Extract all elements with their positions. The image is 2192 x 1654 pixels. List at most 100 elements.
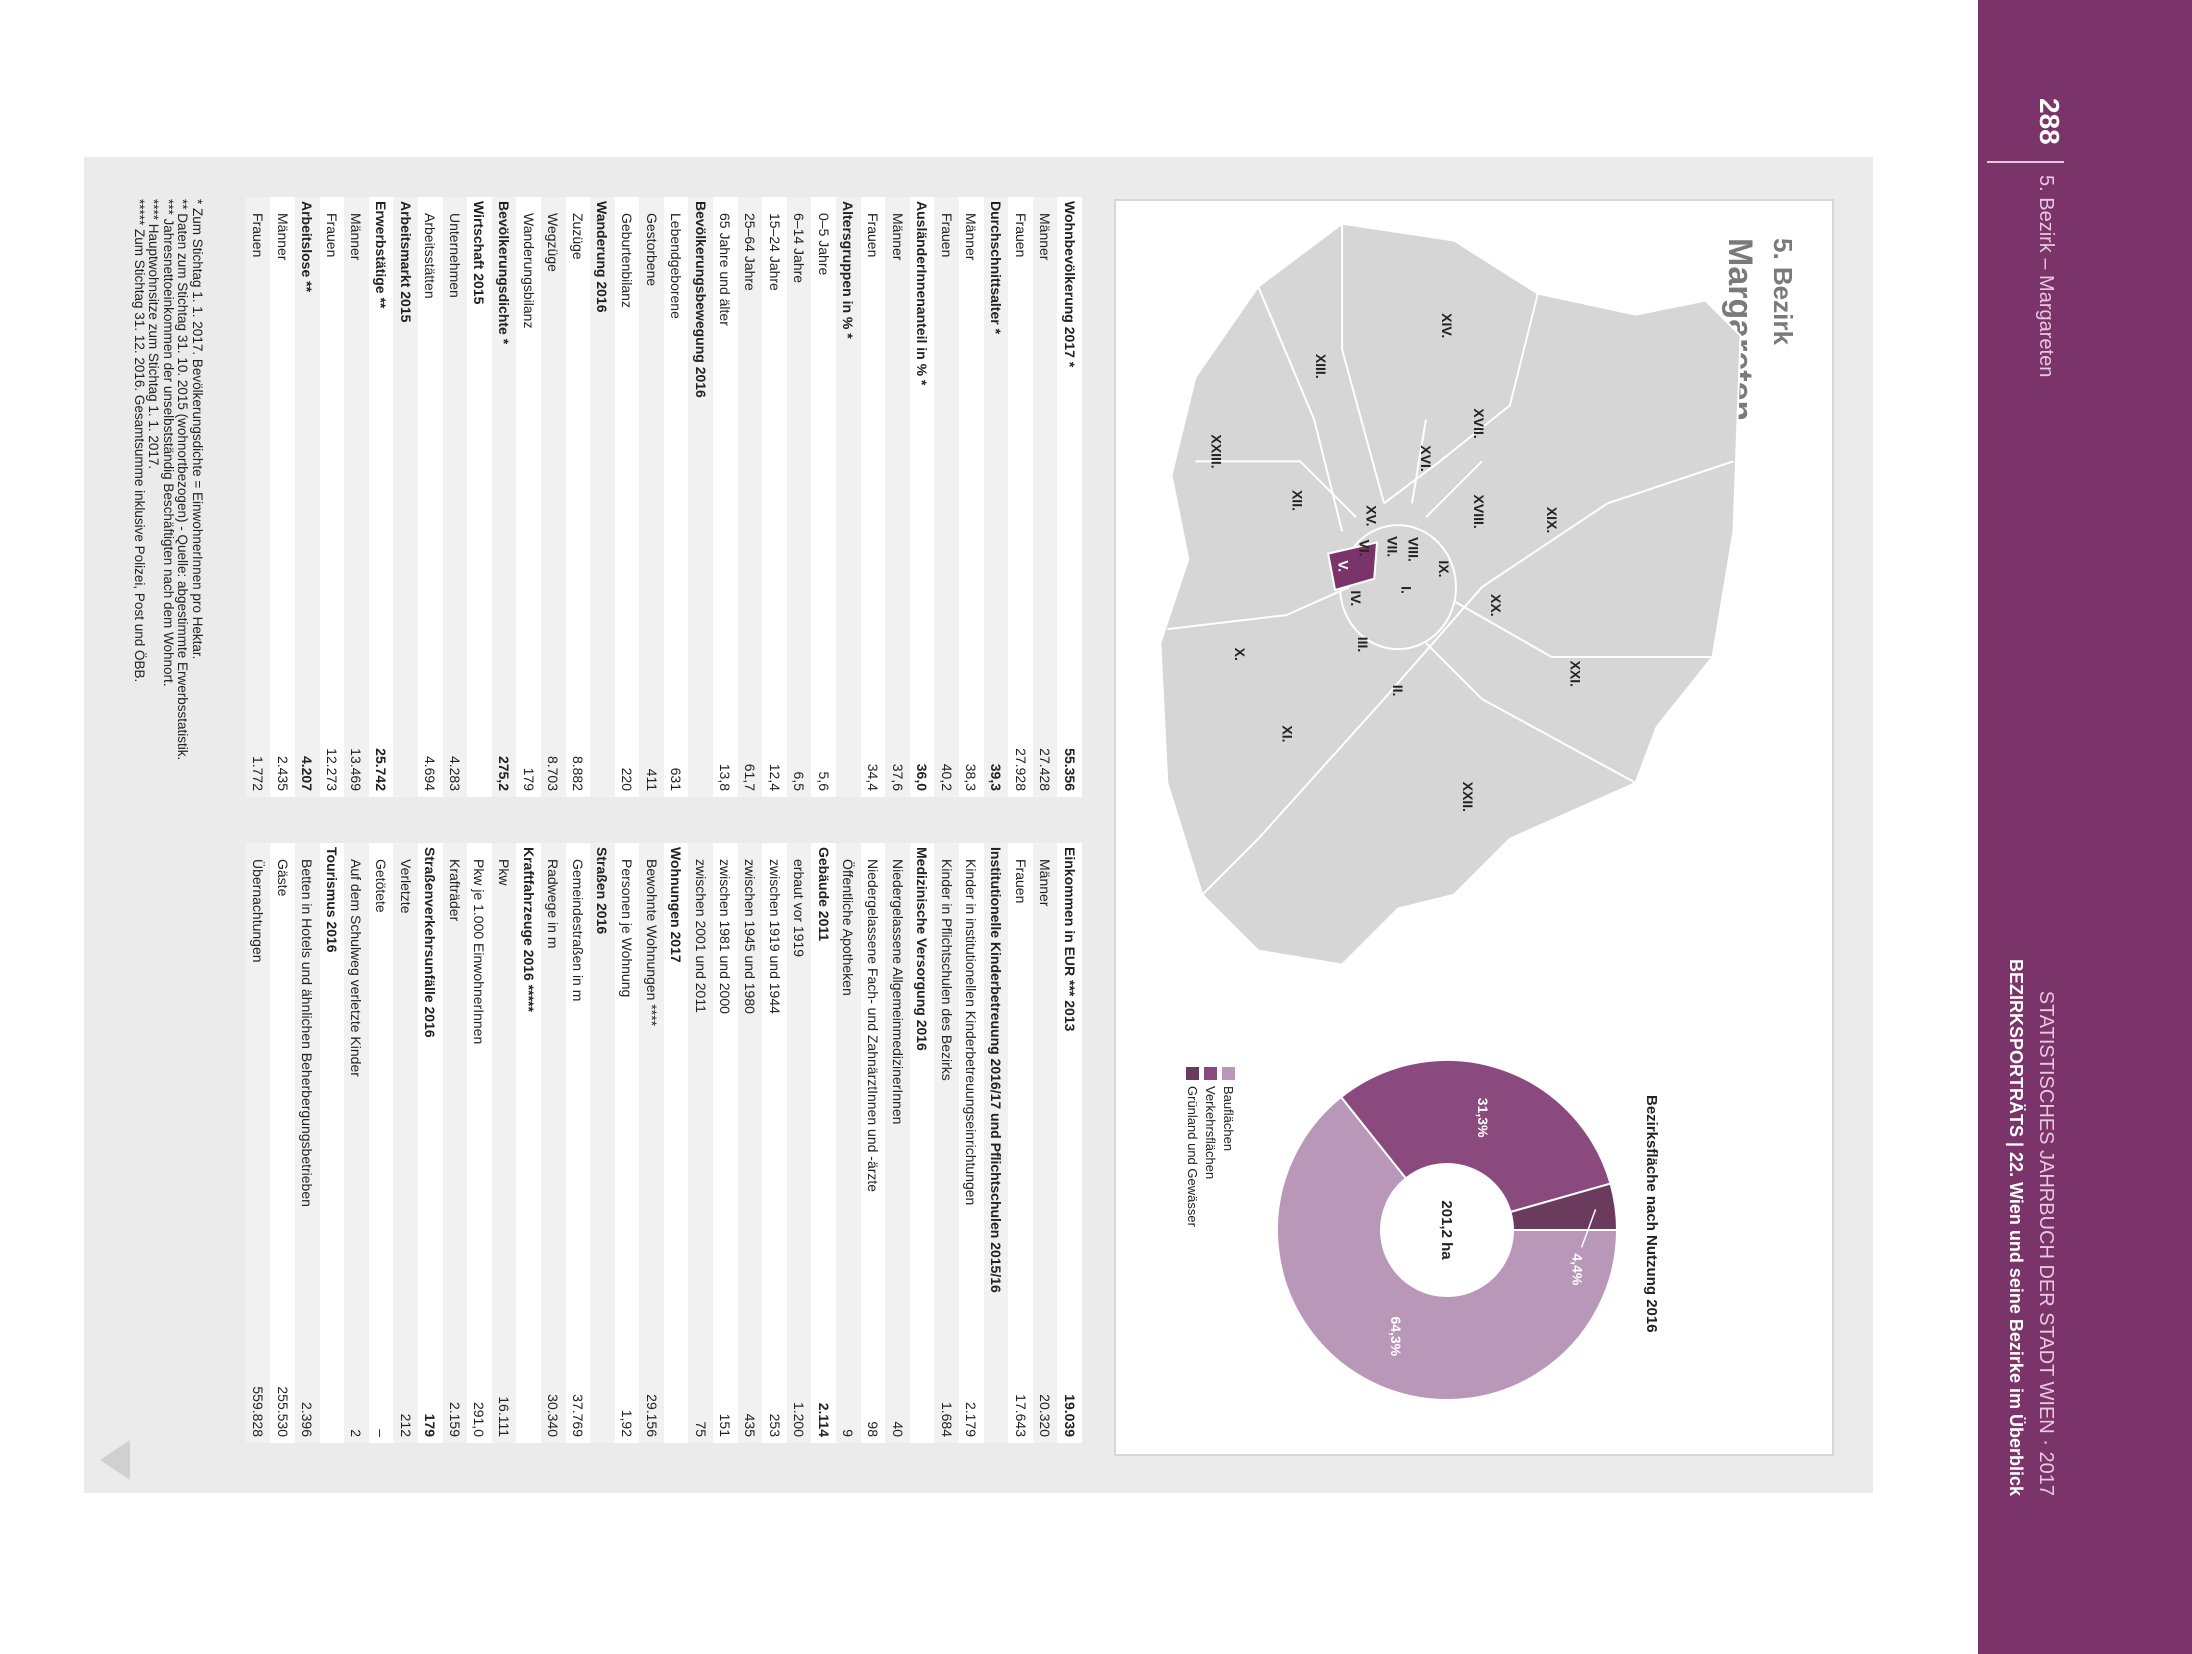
- district-label: III.: [1355, 637, 1371, 653]
- row-value: 34,4: [864, 763, 881, 791]
- table-row: 6–14 Jahre 6,5: [786, 197, 812, 797]
- legend-label: Verkehrsflächen: [1203, 1086, 1218, 1179]
- center-label: 201,2 ha: [1438, 1200, 1455, 1260]
- table-row: Kraftfahrzeuge 2016 *****: [516, 843, 541, 1443]
- row-value: 4.694: [422, 755, 439, 791]
- district-label: XXI.: [1568, 661, 1584, 687]
- row-label: Kinder in institutionellen Kinderbetreuu…: [963, 859, 980, 1206]
- table-row: Arbeitsstätten 4.694: [418, 197, 443, 797]
- table-row: Pkw je 1.000 EinwohnerInnen 291,0: [467, 843, 492, 1443]
- table-row: Frauen 1.772: [245, 197, 271, 797]
- row-value: 17.643: [1012, 1394, 1029, 1437]
- table-row: Erwerbstätige ** 25.742: [369, 197, 394, 797]
- footnotes: * Zum Stichtag 1. 1. 2017. Bevölkerungsd…: [132, 199, 205, 899]
- table-row: Gebäude 2011 2.114: [811, 843, 836, 1443]
- district-label: XI.: [1280, 725, 1296, 742]
- district-label: X.: [1232, 648, 1248, 661]
- row-value: 37.769: [569, 1394, 586, 1437]
- table-row: zwischen 1945 und 1980 435: [737, 843, 763, 1443]
- row-value: 38,3: [963, 763, 980, 791]
- row-label: Wirtschaft 2015: [471, 201, 488, 305]
- district-label: XII.: [1289, 490, 1305, 511]
- table-row: Kinder in Pflichtschulen des Bezirks 1.68…: [934, 843, 960, 1443]
- district-border: [1195, 460, 1357, 518]
- table-row: Niedergelassene AllgemeinmedizinerInnen 4…: [885, 843, 910, 1443]
- donut-segment: [1509, 1182, 1619, 1231]
- district-label: XX.: [1488, 594, 1504, 617]
- row-label: Arbeitslose **: [299, 201, 316, 293]
- row-value: 98: [864, 1421, 881, 1437]
- table-row: Niedergelassene Fach- und ZahnärztInnen …: [861, 843, 886, 1443]
- value-label: 31,3%: [1475, 1098, 1491, 1138]
- table-row: Gäste 255.530: [270, 843, 295, 1443]
- legend-swatch: [1222, 1067, 1235, 1080]
- row-value: 220: [619, 767, 636, 791]
- row-label: Frauen: [938, 213, 955, 258]
- row-value: 9: [840, 1429, 857, 1437]
- row-value: 39,3: [987, 763, 1004, 791]
- row-value: 255.530: [274, 1386, 291, 1437]
- district-border: [1167, 586, 1350, 631]
- footnote: **** Hauptwohnsitze zum Stichtag 1. 1. 2…: [146, 199, 162, 470]
- row-value: 631: [668, 767, 685, 791]
- row-label: Öffentliche Apotheken: [840, 859, 857, 996]
- row-label: Bewohnte Wohnungen ****: [643, 859, 660, 1027]
- row-label: Krafträder: [446, 859, 463, 922]
- row-value: 30.340: [545, 1394, 562, 1437]
- row-label: Männer: [1037, 213, 1054, 261]
- row-label: zwischen 2001 und 2011: [692, 859, 709, 1013]
- footnote: *** Jahresnettoeinkommen der unselbststä…: [161, 199, 176, 687]
- table-row: Radwege in m 30.340: [540, 843, 566, 1443]
- table-row: Auf dem Schulweg verletzte Kinder 2: [344, 843, 369, 1443]
- row-label: Zuzüge: [569, 213, 586, 260]
- row-label: Wegzüge: [545, 213, 562, 272]
- row-value: 2.179: [963, 1401, 980, 1437]
- table-row: Straßen 2016: [590, 843, 615, 1443]
- district-label: XIV.: [1439, 313, 1455, 338]
- row-label: Bevölkerungsdichte *: [496, 201, 513, 345]
- row-label: 6–14 Jahre: [791, 213, 808, 284]
- row-value: 27.928: [1012, 748, 1029, 791]
- row-value: 12.273: [323, 748, 340, 791]
- table-row: 0–5 Jahre 5,6: [811, 197, 836, 797]
- district-label: XVII.: [1471, 408, 1487, 438]
- row-value: 2.114: [815, 1402, 832, 1437]
- row-value: 151: [717, 1413, 734, 1437]
- row-value: 4.283: [446, 755, 463, 791]
- district-border: [1410, 419, 1427, 504]
- district-label: XV.: [1363, 505, 1379, 526]
- district-border: [1425, 460, 1483, 518]
- table-row: Frauen 40,2: [934, 197, 960, 797]
- table-row: Krafträder 2.159: [442, 843, 468, 1443]
- table-row: 65 Jahre und älter 13,8: [713, 197, 738, 797]
- row-label: Kraftfahrzeuge 2016 *****: [520, 847, 537, 1012]
- table-left: Wohnbevölkerung 2017 * 55.356 Männer 27.428…: [245, 197, 1082, 797]
- row-label: erbaut vor 1919: [791, 859, 808, 958]
- table-row: Tourismus 2016: [320, 843, 345, 1443]
- district-label: VIII.: [1405, 537, 1421, 562]
- row-label: Gestorbene: [643, 213, 660, 287]
- district-number: 5. Bezirk: [1768, 238, 1798, 345]
- row-label: Übernachtungen: [250, 859, 267, 963]
- table-row: Geburtenbilanz 220: [615, 197, 640, 797]
- table-row: Bevölkerungsbewegung 2016: [688, 197, 714, 797]
- row-value: 559.828: [250, 1386, 267, 1437]
- row-label: 0–5 Jahre: [815, 213, 832, 276]
- row-label: Männer: [963, 213, 980, 261]
- row-label: Radwege in m: [545, 859, 562, 949]
- row-label: Gemeindestraßen in m: [569, 859, 586, 1002]
- table-row: Frauen 27.928: [1008, 197, 1033, 797]
- row-value: 37,6: [889, 763, 906, 791]
- row-label: Erwerbstätige **: [373, 201, 390, 309]
- row-value: 435: [741, 1413, 758, 1437]
- row-label: Straßenverkehrsunfälle 2016: [422, 847, 439, 1038]
- row-value: 19.039: [1061, 1394, 1078, 1437]
- table-row: Zuzüge 8.882: [566, 197, 591, 797]
- legend-swatch: [1186, 1067, 1199, 1080]
- table-row: Lebendgeborene 631: [664, 197, 689, 797]
- table-row: Wegzüge 8.703: [540, 197, 566, 797]
- row-label: Niedergelassene AllgemeinmedizinerInnen: [889, 859, 906, 1125]
- row-label: Straßen 2016: [594, 847, 611, 935]
- district-label: XIII.: [1313, 354, 1329, 379]
